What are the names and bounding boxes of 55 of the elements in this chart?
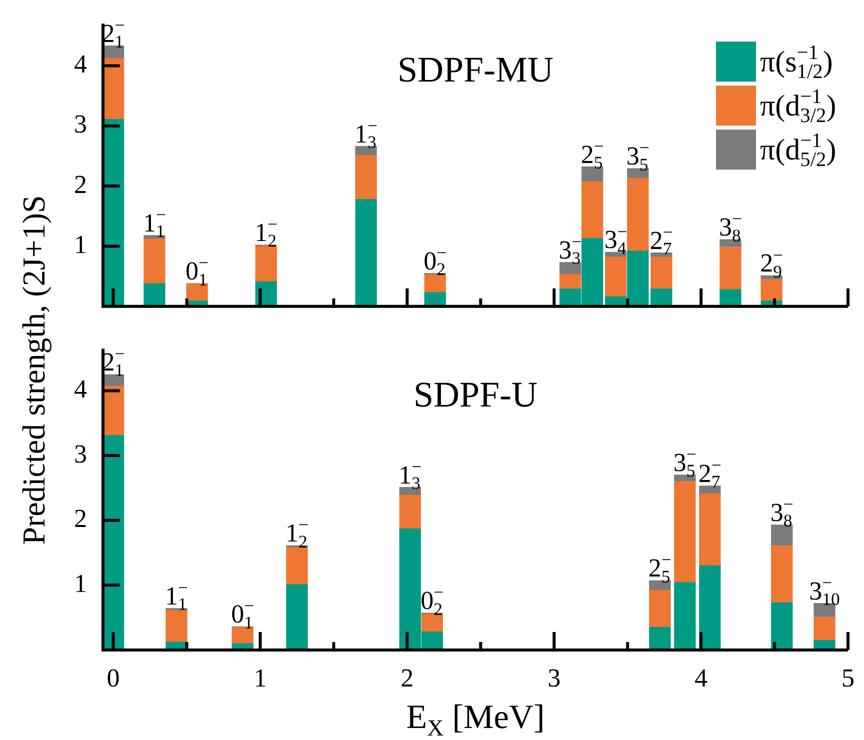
- bar: [650, 256, 672, 290]
- bar: [649, 590, 671, 628]
- bar: [103, 118, 124, 306]
- y-tick-label: 1: [74, 230, 87, 260]
- bar: [699, 565, 721, 650]
- bar: [355, 155, 377, 200]
- y-axis-title: Predicted strength, (2J+1)S: [16, 195, 52, 545]
- y-tick-label: 2: [74, 504, 87, 534]
- bar: [144, 283, 166, 306]
- bar: [255, 281, 277, 306]
- bar: [144, 238, 166, 284]
- bar: [232, 626, 254, 644]
- bar: [424, 274, 446, 293]
- x-tick-label: 1: [254, 663, 267, 692]
- bar: [103, 435, 124, 650]
- y-tick-label: 3: [74, 439, 87, 468]
- x-tick-label: 2: [400, 663, 414, 692]
- y-tick-label: 2: [74, 170, 87, 199]
- text: SDPF-U: [413, 374, 538, 415]
- bar: [771, 545, 793, 604]
- bar: [103, 58, 124, 120]
- bar: [814, 616, 836, 641]
- y-tick-label: 4: [74, 50, 87, 79]
- bar: [650, 288, 672, 306]
- x-tick-label: 4: [694, 663, 708, 692]
- y-tick-label: 1: [74, 569, 87, 598]
- bar: [286, 547, 308, 585]
- bar: [286, 584, 308, 650]
- bar: [771, 602, 793, 650]
- text: SDPF-MU: [397, 50, 554, 90]
- x-tick-label: 5: [842, 663, 854, 692]
- y-tick-label: 4: [74, 374, 87, 404]
- bar: [255, 246, 277, 282]
- bar: [699, 486, 721, 494]
- y-tick-label: 3: [74, 110, 87, 139]
- x-tick-label: 3: [548, 663, 561, 692]
- bar: [649, 626, 671, 650]
- bar: [186, 284, 208, 302]
- bar: [424, 292, 446, 306]
- bar: [760, 278, 782, 302]
- bar: [605, 256, 627, 298]
- bar: [166, 610, 188, 643]
- bar: [720, 246, 742, 290]
- bar: [559, 274, 582, 290]
- x-tick-label: 0: [106, 663, 120, 692]
- bar: [355, 198, 377, 306]
- bar: [581, 182, 604, 239]
- bar: [674, 582, 696, 650]
- bar: [103, 386, 124, 436]
- bar: [399, 494, 421, 530]
- bar: [627, 178, 649, 252]
- bar: [720, 289, 742, 306]
- bar: [421, 614, 443, 632]
- bar: [674, 481, 696, 583]
- bar: [699, 493, 721, 566]
